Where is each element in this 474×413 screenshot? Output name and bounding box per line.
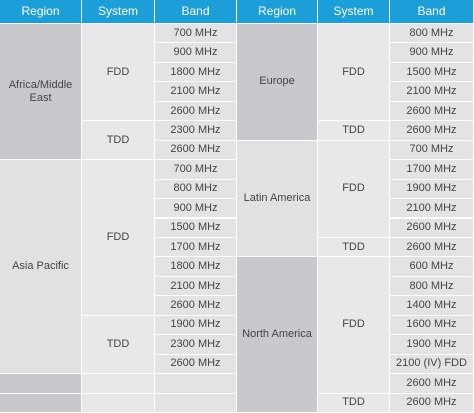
band-cell: 900 MHz (390, 43, 474, 63)
band-cell: 2100 MHz (155, 276, 237, 297)
band-cell: 1500 MHz (155, 218, 237, 238)
band-cell: 1600 MHz (390, 315, 474, 336)
empty-cell (0, 374, 82, 394)
region-cell: Asia Pacific (0, 160, 82, 375)
band-cell: 2600 MHz (155, 354, 237, 375)
band-cell: 2600 MHz (155, 101, 237, 122)
band-cell: 700 MHz (390, 140, 474, 161)
band-cell: 1900 MHz (390, 335, 474, 355)
band-cell: 2100 (IV) FDD (390, 354, 474, 375)
band-cell: 1900 MHz (155, 315, 237, 336)
system-cell: FDD (318, 257, 390, 394)
empty-cell (155, 393, 237, 413)
band-cell: 1900 MHz (390, 179, 474, 200)
band-cell: 2600 MHz (390, 374, 474, 394)
header-cell: System (82, 0, 155, 24)
band-cell: 800 MHz (390, 24, 474, 44)
band-cell: 2100 MHz (155, 82, 237, 102)
system-cell: FDD (82, 160, 155, 316)
region-cell: Latin America (237, 140, 318, 258)
band-cell: 700 MHz (155, 160, 237, 180)
empty-cell (82, 374, 155, 394)
region-cell: Africa/Middle East (0, 24, 82, 161)
empty-cell (82, 393, 155, 413)
header-cell: Band (155, 0, 237, 24)
system-cell: FDD (318, 24, 390, 122)
header-cell: Band (390, 0, 474, 24)
band-cell: 2100 MHz (390, 199, 474, 219)
header-cell: System (318, 0, 390, 24)
band-cell: 2600 MHz (390, 393, 474, 413)
band-cell: 2300 MHz (155, 121, 237, 141)
empty-cell (0, 393, 82, 413)
band-cell: 1400 MHz (390, 296, 474, 316)
band-cell: 2600 MHz (390, 237, 474, 258)
system-cell: FDD (318, 140, 390, 238)
band-cell: 900 MHz (155, 43, 237, 63)
header-cell: Region (237, 0, 318, 24)
band-cell: 1700 MHz (155, 237, 237, 258)
band-cell: 1500 MHz (390, 62, 474, 83)
band-cell: 600 MHz (390, 257, 474, 277)
band-cell: 2600 MHz (390, 121, 474, 141)
band-cell: 2600 MHz (155, 296, 237, 316)
system-cell: TDD (82, 315, 155, 375)
band-cell: 2600 MHz (155, 140, 237, 161)
band-cell: 2600 MHz (390, 101, 474, 122)
band-cell: 800 MHz (155, 179, 237, 200)
band-cell: 700 MHz (155, 24, 237, 44)
band-cell: 2600 MHz (390, 218, 474, 238)
band-cell: 900 MHz (155, 199, 237, 219)
band-cell: 1700 MHz (390, 160, 474, 180)
header-cell: Region (0, 0, 82, 24)
band-cell: 2300 MHz (155, 335, 237, 355)
system-cell: TDD (318, 121, 390, 141)
band-cell: 1800 MHz (155, 257, 237, 277)
region-cell: North America (237, 257, 318, 413)
region-cell: Europe (237, 24, 318, 141)
band-cell: 2100 MHz (390, 82, 474, 102)
system-cell: TDD (318, 393, 390, 413)
system-cell: TDD (82, 121, 155, 161)
empty-cell (155, 374, 237, 394)
system-cell: TDD (318, 237, 390, 258)
band-cell: 1800 MHz (155, 62, 237, 83)
system-cell: FDD (82, 24, 155, 122)
band-cell: 800 MHz (390, 276, 474, 297)
